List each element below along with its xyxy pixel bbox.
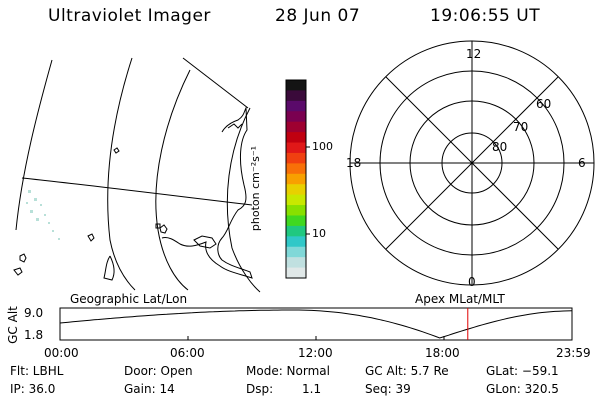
colorbar-tick-label: 10 (312, 227, 326, 240)
colorbar-stripe (286, 111, 306, 123)
mode-status: Mode: Normal (246, 364, 330, 378)
timeline-xtick: 12:00 (298, 346, 333, 360)
polar-hour-label: 0 (468, 275, 476, 289)
timeline-plot (59, 307, 573, 341)
colorbar-frame (285, 79, 307, 279)
island (87, 233, 95, 242)
meridian-line (155, 69, 191, 291)
island (13, 267, 23, 276)
dsp-value: 1.1 (302, 382, 322, 396)
polar-hour-label: 6 (578, 156, 586, 170)
polar-label: Apex MLat/MLT (415, 292, 505, 306)
polar-lat-label: 80 (492, 140, 508, 154)
meridian-line (182, 57, 249, 109)
polar-plot (349, 40, 595, 286)
glon-status: GLon: 320.5 (486, 382, 559, 396)
coastline (227, 123, 243, 129)
timeline-ytick: 9.0 (24, 306, 44, 320)
island (155, 223, 161, 229)
colorbar-stripe (286, 163, 306, 175)
colorbar-stripe (286, 246, 306, 258)
polar-lat-label: 60 (536, 97, 552, 111)
ip-status: IP: 36.0 (10, 382, 56, 396)
meridian-line (15, 59, 53, 231)
colorbar (286, 80, 306, 279)
timeline-ytick: 1.8 (24, 328, 44, 342)
polar-hour-label: 12 (466, 47, 482, 61)
seq-status: Seq: 39 (365, 382, 411, 396)
colorbar-stripe (286, 142, 306, 154)
colorbar-stripe (286, 90, 306, 102)
colorbar-tick-label: 100 (312, 140, 333, 153)
colorbar-stripe (286, 257, 306, 269)
date-label: 28 Jun 07 (275, 6, 361, 26)
island (159, 224, 168, 234)
latitude-line (21, 177, 253, 206)
colorbar-stripe (286, 215, 306, 227)
colorbar-stripe (286, 236, 306, 248)
island (193, 235, 217, 249)
timeline-ylabel: GC Alt (5, 306, 20, 344)
coastline (161, 106, 253, 279)
polar-lat-label: 70 (513, 120, 529, 134)
timeline-frame (59, 307, 573, 341)
colorbar-stripe (286, 184, 306, 196)
filter-status: Flt: LBHL (10, 364, 64, 378)
colorbar-stripe (286, 132, 306, 144)
timeline-xtick: 23:59 (556, 346, 591, 360)
polar-hour-label: 18 (346, 156, 362, 170)
aurora-dots (26, 190, 60, 240)
time-label: 19:06:55 UT (430, 6, 541, 26)
timeline-xtick: 18:00 (425, 346, 460, 360)
meridian-line (226, 107, 261, 293)
colorbar-stripe (286, 152, 306, 164)
colorbar-stripe (286, 173, 306, 185)
colorbar-stripe (286, 121, 306, 133)
colorbar-stripe (286, 100, 306, 112)
island (113, 147, 120, 154)
gc-alt-status: GC Alt: 5.7 Re (365, 364, 449, 378)
geographic-map (13, 57, 261, 293)
colorbar-axis-label: photon cm⁻²s⁻¹ (249, 145, 263, 232)
colorbar-stripe (286, 225, 306, 237)
gain-status: Gain: 14 (124, 382, 175, 396)
timeline-xtick: 06:00 (170, 346, 205, 360)
geo-map-label: Geographic Lat/Lon (70, 292, 188, 306)
glat-status: GLat: −59.1 (486, 364, 559, 378)
meridian-line (107, 57, 136, 291)
dsp-label: Dsp: (246, 382, 274, 396)
door-status: Door: Open (124, 364, 193, 378)
orbit-altitude-line (59, 309, 573, 339)
polar-axis (385, 76, 559, 250)
colorbar-stripe (286, 267, 306, 279)
colorbar-stripe (286, 194, 306, 206)
island (103, 255, 115, 281)
timeline-xtick: 00:00 (44, 346, 79, 360)
colorbar-stripe (286, 205, 306, 217)
app-title: Ultraviolet Imager (48, 6, 211, 26)
island (19, 253, 27, 263)
colorbar-stripe (286, 80, 306, 92)
